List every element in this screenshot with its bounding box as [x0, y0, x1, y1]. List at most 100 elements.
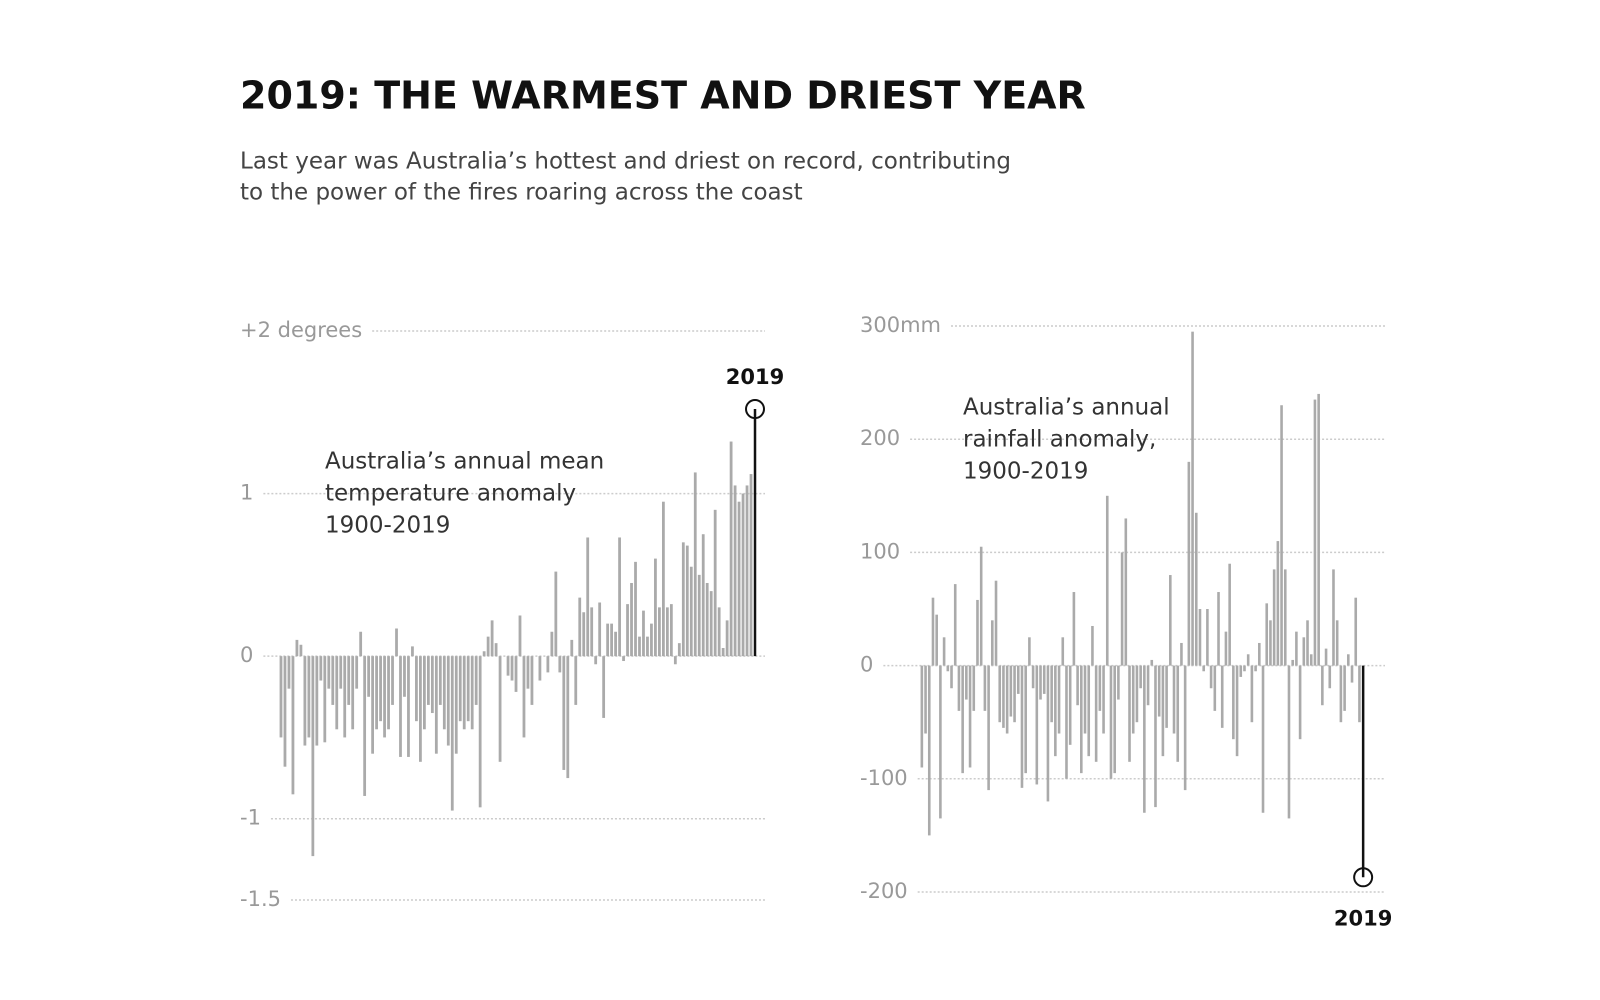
bar	[570, 639, 574, 657]
annotation: Australia’s annual mean	[325, 449, 604, 475]
y-tick-label: -100	[860, 766, 908, 790]
bar	[379, 656, 382, 722]
annotation: temperature anomaly	[325, 481, 576, 507]
bar	[383, 656, 386, 738]
bar	[606, 623, 610, 657]
bar	[987, 665, 990, 791]
bar	[1143, 665, 1146, 813]
bar	[355, 656, 359, 689]
bar	[610, 623, 614, 657]
bar	[630, 582, 633, 657]
y-tick-label: 200	[860, 426, 900, 450]
bar	[1269, 620, 1272, 666]
bar	[486, 636, 490, 657]
bar	[713, 509, 717, 657]
bar	[1291, 659, 1294, 666]
bar	[399, 656, 402, 757]
bar	[474, 656, 478, 705]
bar	[1213, 665, 1217, 711]
bar	[717, 607, 721, 657]
bar	[749, 474, 753, 657]
bar	[1324, 648, 1328, 666]
bar	[998, 665, 1002, 723]
y-tick-label: 300mm	[860, 313, 941, 337]
highlight-marker	[1353, 867, 1374, 888]
bar	[594, 656, 598, 665]
bar	[1150, 659, 1154, 666]
bar	[1206, 609, 1209, 666]
bar	[920, 665, 924, 768]
bar	[1239, 665, 1243, 677]
bar	[1102, 665, 1105, 734]
bar	[1009, 665, 1013, 717]
bar	[1013, 665, 1016, 723]
bar	[407, 656, 410, 757]
bar	[1091, 625, 1094, 666]
bar	[741, 493, 745, 657]
bar	[339, 656, 343, 689]
bar	[319, 656, 323, 681]
bar	[658, 607, 661, 657]
bar	[1109, 665, 1113, 779]
y-tick-label: +2 degrees	[240, 318, 362, 342]
bar	[1169, 575, 1172, 666]
bar	[1350, 665, 1354, 683]
bar	[1209, 665, 1213, 689]
bar	[546, 656, 550, 673]
bar	[961, 665, 964, 774]
bar	[315, 656, 319, 746]
bar	[939, 665, 942, 819]
bar	[1343, 665, 1346, 711]
bar	[1183, 665, 1187, 791]
bar	[697, 574, 701, 657]
y-tick-label: -1.5	[240, 887, 281, 911]
bar	[669, 604, 673, 657]
bar	[311, 656, 315, 857]
bar	[470, 656, 474, 730]
bar	[375, 656, 378, 730]
y-tick-label: 1	[240, 481, 253, 505]
bar	[1057, 665, 1061, 734]
bar	[1042, 665, 1046, 694]
bar	[1335, 620, 1339, 666]
bar	[395, 628, 398, 657]
bar	[1198, 609, 1202, 666]
bar	[1321, 665, 1324, 706]
bar	[1232, 665, 1235, 740]
bar	[1050, 665, 1053, 723]
bar	[1035, 665, 1039, 785]
bar	[522, 656, 526, 738]
bar	[991, 620, 994, 666]
bar	[979, 546, 983, 666]
bar	[1220, 665, 1224, 728]
bar	[1165, 665, 1168, 728]
bar	[462, 656, 466, 730]
bar	[1113, 665, 1116, 774]
bar	[1039, 665, 1042, 700]
bar	[323, 656, 327, 743]
bar	[1046, 665, 1050, 802]
bar	[745, 485, 749, 657]
bar	[927, 665, 931, 836]
bar	[454, 656, 458, 754]
title: 2019: THE WARMEST AND DRIEST YEAR	[240, 74, 1086, 118]
bar	[626, 604, 629, 657]
bar	[618, 537, 621, 657]
bar	[638, 636, 641, 657]
bar	[1154, 665, 1157, 808]
bar	[1028, 637, 1031, 666]
bar	[673, 656, 677, 665]
bar	[1031, 665, 1035, 689]
bar	[1309, 654, 1313, 666]
bar	[721, 648, 725, 657]
bar	[291, 656, 295, 795]
bar	[494, 643, 498, 657]
bar	[634, 561, 637, 657]
bar	[430, 656, 434, 714]
bar	[689, 566, 693, 657]
bar	[1120, 552, 1124, 666]
bar	[351, 656, 355, 730]
bar	[1131, 665, 1135, 734]
bar	[1024, 665, 1027, 774]
